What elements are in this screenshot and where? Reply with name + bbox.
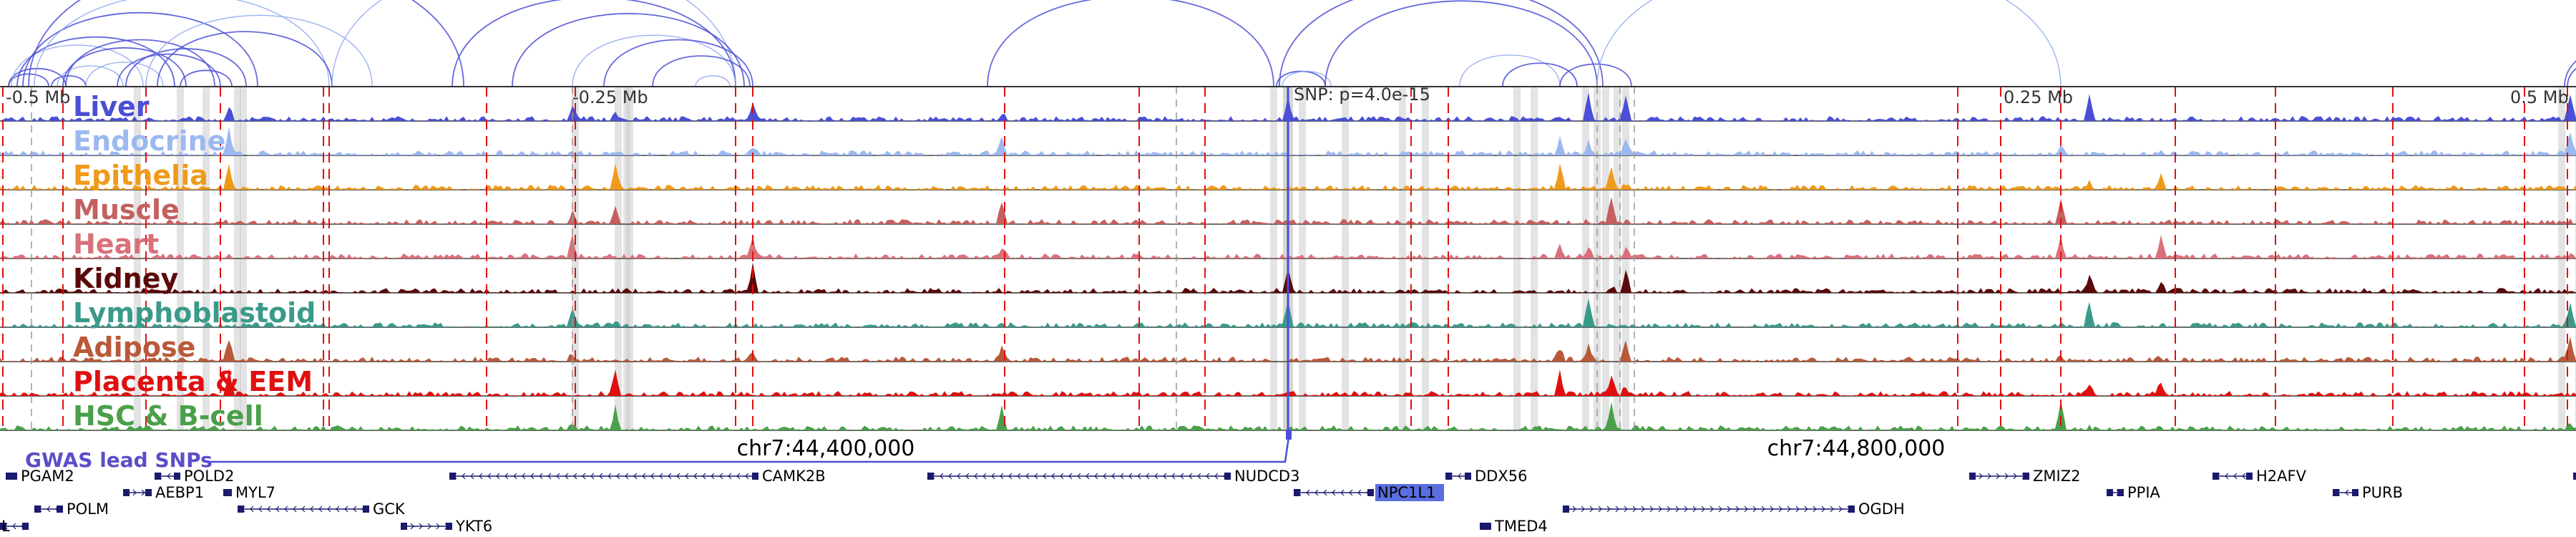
gene-label: DDX56 (1475, 468, 1527, 485)
gene-track: PGAM2 POLD2 CAMK2B NUDCD3 DDX56 ZMIZ2 H2AFV CCM… (0, 468, 2576, 535)
marker-lines (2, 87, 2568, 437)
gwas-title: GWAS lead SNPs (25, 448, 213, 472)
chromatin-loop (695, 75, 731, 87)
gene[interactable]: NPC1L1 (1294, 484, 1444, 501)
gene[interactable]: PURB (2333, 484, 2403, 501)
chromatin-loop (1459, 54, 1561, 87)
gene-label: L (1, 518, 10, 535)
gene[interactable]: H2AFV (2212, 468, 2307, 485)
track-label: Epithelia (73, 160, 208, 191)
chromatin-loop (34, 0, 330, 87)
gene[interactable]: YKT6 (401, 518, 492, 535)
gene[interactable]: ZMIZ2 (1969, 468, 2080, 485)
gene[interactable]: OGDH (1563, 500, 1905, 518)
gene-label: AEBP1 (155, 484, 204, 501)
track-label: HSC & B-cell (73, 400, 263, 432)
gene-label: YKT6 (455, 518, 492, 535)
chromatin-loop (512, 13, 745, 87)
gene-label: ZMIZ2 (2033, 468, 2080, 485)
signal-profile (0, 233, 2576, 258)
track-label: Lymphoblastoid (73, 297, 316, 329)
gene-label: GCK (373, 500, 406, 518)
gene-label: NUDCD3 (1234, 468, 1299, 485)
chromatin-loop (51, 74, 87, 87)
chromatin-loop (1559, 63, 1632, 87)
gene-label: OGDH (1858, 500, 1905, 518)
track-label: Endocrine (73, 125, 225, 157)
axis-label: -0.5 Mb (6, 87, 70, 107)
chromatin-loop (11, 44, 144, 87)
snp-label: SNP: p=4.0e-15 (1294, 84, 1430, 105)
chromatin-loop (16, 36, 175, 87)
gene[interactable]: GCK (238, 500, 406, 518)
signal-profile (0, 368, 2576, 396)
coordinate-label: chr7:44,400,000 (737, 436, 915, 461)
chromatin-loop (987, 0, 1274, 87)
chromatin-loop (2567, 67, 2576, 87)
chromatin-loop (1282, 70, 1332, 87)
chromatin-loop (331, 0, 736, 87)
gene-label: PURB (2362, 484, 2403, 501)
chromatin-loop (603, 39, 753, 87)
track-label: Liver (73, 91, 150, 122)
chromatin-loop (572, 34, 736, 87)
position-axis: -0.5 Mb -0.25 Mb 0.25 Mb 0.5 Mb SNP: p=4… (0, 84, 2576, 107)
chromatin-loop (65, 39, 215, 87)
gwas-link (208, 432, 1291, 463)
gene[interactable]: L (0, 518, 29, 535)
chromatin-loop (157, 31, 333, 87)
track-label: Placenta & EEM (73, 366, 313, 397)
gene[interactable]: DDX56 (1445, 468, 1527, 485)
axis-label: 0.25 Mb (2004, 87, 2073, 107)
gene[interactable]: PGAM2 (6, 468, 74, 485)
gene-label: PGAM2 (21, 468, 74, 485)
chromatin-loop (117, 53, 221, 87)
gene-label: POLD2 (184, 468, 234, 485)
chromatin-loop (652, 55, 751, 87)
chromatin-loop (125, 48, 247, 87)
track-label: Muscle (73, 194, 180, 226)
track-labels: LiverEndocrineEpitheliaMuscleHeartKidney… (73, 91, 316, 432)
gene-label: CAMK2B (762, 468, 826, 485)
chromatin-loop (62, 47, 187, 87)
gene[interactable]: NUDCD3 (927, 468, 1299, 485)
chromatin-loop (1324, 0, 1598, 87)
gene-label: MYL7 (235, 484, 275, 501)
chromatin-loops (8, 0, 2576, 87)
gene[interactable]: MYL7 (223, 484, 275, 501)
gene-label: POLM (67, 500, 109, 518)
gene[interactable]: TMED4 (1480, 518, 1548, 535)
gene[interactable]: CAMK2B (449, 468, 826, 485)
gwas-snp-mark (1286, 430, 1292, 440)
chromatin-loop (1279, 0, 1604, 87)
gene-label: TMED4 (1494, 518, 1548, 535)
gene-label: H2AFV (2256, 468, 2307, 485)
gene[interactable]: AEBP1 (123, 484, 204, 501)
axis-label: -0.25 Mb (572, 87, 648, 107)
chromatin-loop (145, 14, 373, 87)
gene-label: NPC1L1 (1377, 484, 1435, 501)
gwas-track: GWAS lead SNPs chr7:44,400,000 chr7:44,8… (25, 430, 1945, 472)
gene[interactable]: PPIA (2107, 484, 2161, 501)
chromatin-loop (57, 65, 124, 87)
track-label: Adipose (73, 332, 195, 363)
chromatin-loop (22, 11, 258, 87)
chromatin-loop (28, 0, 464, 87)
chromatin-loop (452, 0, 736, 87)
signal-profile (0, 400, 2576, 430)
gene[interactable]: CCM2 (2573, 468, 2576, 485)
chromatin-loop (85, 62, 164, 87)
gene[interactable]: POLM (34, 500, 109, 518)
axis-label: 0.5 Mb (2510, 87, 2569, 107)
chromatin-loop (2564, 60, 2576, 87)
chromatin-loop (180, 69, 233, 87)
chromatin-loop (1596, 0, 2062, 87)
gene[interactable]: POLD2 (155, 468, 234, 485)
track-label: Kidney (73, 263, 178, 294)
chromatin-loop (1502, 62, 1578, 87)
coordinate-label: chr7:44,800,000 (1767, 436, 1946, 461)
gene-label: PPIA (2127, 484, 2161, 501)
track-label: Heart (73, 228, 159, 260)
